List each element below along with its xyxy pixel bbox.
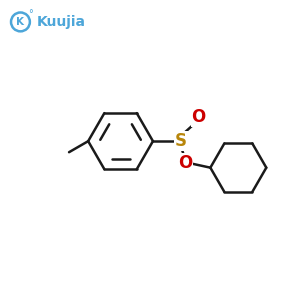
Text: S: S (175, 132, 187, 150)
Text: °: ° (28, 9, 33, 19)
Text: Kuujia: Kuujia (37, 15, 86, 29)
Text: K: K (16, 17, 24, 27)
Text: O: O (178, 154, 193, 172)
Text: O: O (191, 108, 206, 126)
